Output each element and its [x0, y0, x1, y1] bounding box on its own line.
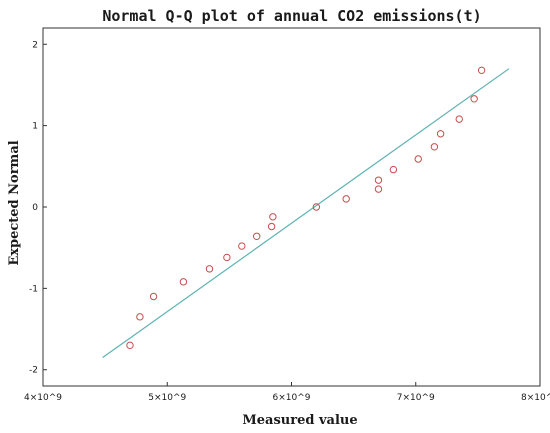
y-tick-label-3: -1 [29, 284, 38, 294]
data-point-11 [342, 195, 350, 203]
x-axis-label: Measured value [242, 413, 357, 428]
data-point-14 [389, 165, 398, 174]
x-tick-label-1: 5×10^9 [148, 393, 186, 403]
data-point-8 [267, 222, 276, 231]
x-axis: 4×10^9 5×10^9 6×10^9 7×10^9 8×10^9 [24, 382, 550, 403]
x-tick-label-3: 7×10^9 [397, 393, 435, 403]
data-point-6 [238, 242, 246, 250]
x-tick-label-0: 4×10^9 [24, 393, 62, 403]
data-point-12 [374, 185, 383, 193]
data-point-9 [269, 213, 277, 221]
y-axis: 2 1 0 -1 -2 [29, 40, 47, 376]
data-point-2 [149, 292, 158, 301]
data-point-18 [455, 115, 463, 123]
data-point-4 [205, 265, 214, 273]
y-tick-label-1: 1 [32, 122, 38, 132]
reference-line [102, 68, 510, 359]
data-point-20 [477, 66, 486, 75]
x-tick-label-4: 8×10^9 [521, 393, 550, 403]
data-point-0 [126, 341, 134, 350]
y-tick-label-2: 0 [32, 203, 38, 213]
data-point-7 [253, 232, 261, 240]
plot-area-frame [42, 27, 541, 387]
data-point-1 [136, 313, 144, 321]
data-point-16 [430, 143, 439, 151]
data-point-15 [414, 155, 422, 163]
y-axis-label: Expected Normal [7, 140, 22, 265]
y-tick-label-4: -2 [29, 366, 38, 376]
x-tick-label-2: 6×10^9 [273, 393, 311, 403]
data-point-13 [374, 176, 383, 184]
data-point-10 [312, 203, 321, 211]
data-point-5 [223, 253, 231, 262]
data-point-3 [179, 278, 188, 286]
data-points [126, 66, 486, 350]
y-tick-label-0: 2 [32, 40, 38, 50]
data-point-19 [470, 95, 478, 103]
chart-title: Normal Q-Q plot of annual CO2 emissions(… [102, 7, 481, 25]
data-point-17 [436, 130, 445, 138]
